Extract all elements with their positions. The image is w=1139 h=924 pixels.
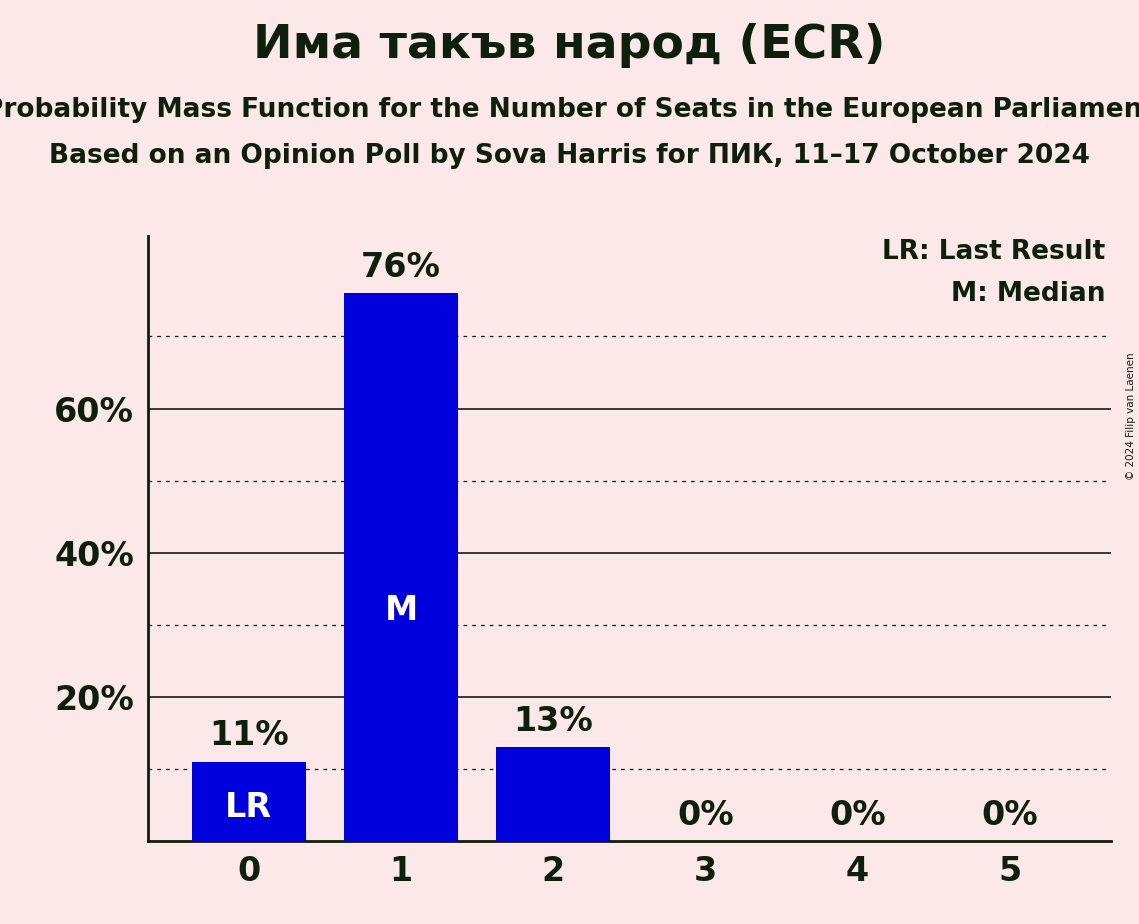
Text: 0%: 0%	[829, 799, 886, 833]
Bar	[344, 293, 458, 841]
Text: 13%: 13%	[514, 705, 593, 737]
Text: 11%: 11%	[210, 719, 288, 752]
Text: M: Median: M: Median	[951, 281, 1106, 307]
Text: Based on an Opinion Poll by Sova Harris for ПИК, 11–17 October 2024: Based on an Opinion Poll by Sova Harris …	[49, 143, 1090, 169]
Bar	[191, 761, 306, 841]
Text: © 2024 Filip van Laenen: © 2024 Filip van Laenen	[1125, 352, 1136, 480]
Text: Има такъв народ (ECR): Има такъв народ (ECR)	[253, 23, 886, 68]
Text: 76%: 76%	[361, 251, 441, 284]
Text: 0%: 0%	[677, 799, 734, 833]
Bar	[497, 748, 611, 841]
Text: Probability Mass Function for the Number of Seats in the European Parliament: Probability Mass Function for the Number…	[0, 97, 1139, 123]
Text: M: M	[385, 594, 418, 627]
Text: LR: Last Result: LR: Last Result	[883, 238, 1106, 264]
Text: 0%: 0%	[982, 799, 1038, 833]
Text: LR: LR	[226, 791, 272, 824]
